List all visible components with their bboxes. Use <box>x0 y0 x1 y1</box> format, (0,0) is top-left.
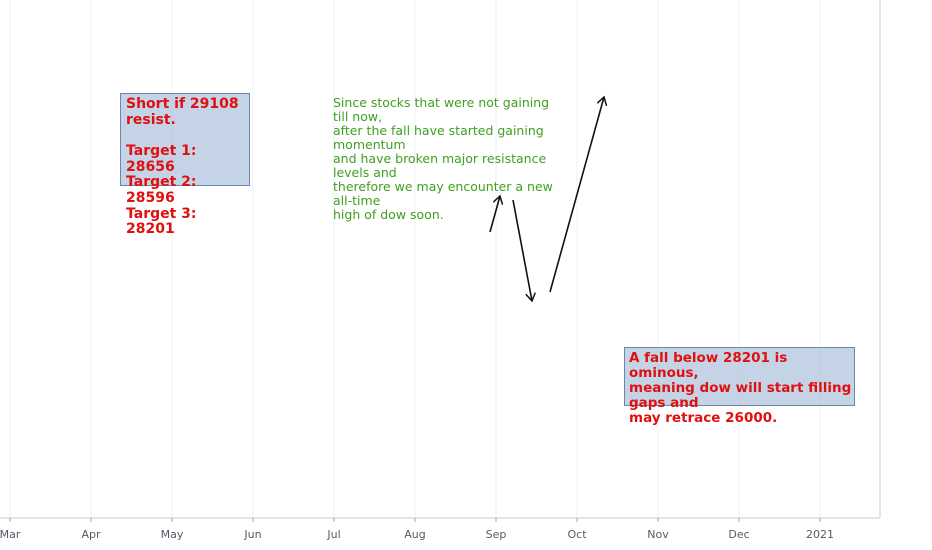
x-tick-label: Dec <box>728 528 749 541</box>
x-tick-label: Apr <box>81 528 101 541</box>
x-tick-label: May <box>161 528 184 541</box>
x-tick-label: Jun <box>243 528 261 541</box>
x-tick-label: Aug <box>404 528 425 541</box>
trend-arrow <box>549 97 604 293</box>
x-tick-label: Jul <box>326 528 340 541</box>
short-setup-note[interactable]: Short if 29108 resist. Target 1: 28656 T… <box>120 93 250 237</box>
momentum-note[interactable]: Since stocks that were not gaining till … <box>333 95 553 222</box>
warning-note[interactable]: A fall below 28201 is ominous, meaning d… <box>624 347 855 426</box>
x-tick-label: Nov <box>647 528 669 541</box>
x-tick-label: Mar <box>0 528 21 541</box>
x-tick-label: Sep <box>486 528 507 541</box>
trend-arrow <box>489 196 500 233</box>
x-tick-label: Oct <box>567 528 587 541</box>
x-tick-label: 2021 <box>806 528 834 541</box>
trend-arrows <box>489 97 604 301</box>
chart-grid <box>9 0 821 518</box>
trend-arrow <box>512 199 532 301</box>
